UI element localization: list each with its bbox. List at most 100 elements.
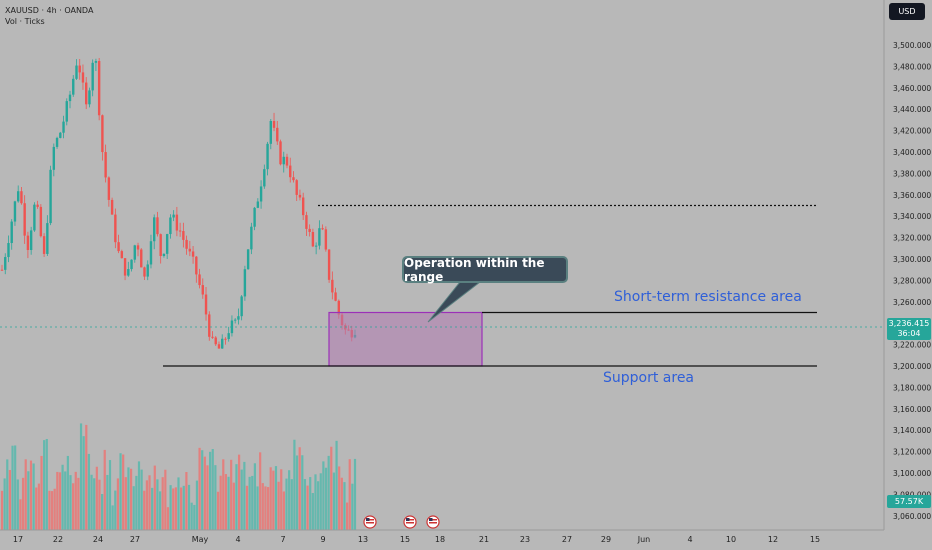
symbol-title[interactable]: XAUUSD · 4h · OANDA [5, 6, 94, 15]
candle-body [175, 214, 179, 231]
volume-bar [266, 487, 270, 530]
candle-body [311, 231, 315, 247]
volume-bar [235, 464, 238, 530]
volume-bar [290, 479, 293, 530]
volume-bar [0, 490, 4, 530]
candle-body [133, 245, 136, 260]
volume-bars [0, 423, 357, 530]
y-tick-label: 3,160.000 [893, 405, 931, 414]
volume-value-tag: 57.57K [887, 495, 931, 508]
x-tick-label: 7 [280, 535, 285, 544]
candle-body [298, 194, 302, 198]
volume-bar [127, 467, 130, 530]
candle-body [20, 191, 23, 204]
volume-bar [132, 486, 135, 530]
volume-bar [269, 467, 272, 530]
candle-body [172, 214, 175, 218]
candle-body [110, 199, 114, 215]
volume-bar [256, 486, 259, 530]
us-flag-event-icon[interactable] [426, 515, 440, 529]
candle-body [117, 242, 120, 252]
y-tick-label: 3,080.000 [893, 490, 931, 499]
candle-body [59, 132, 62, 138]
volume-bar [227, 476, 230, 530]
support-area-label[interactable]: Support area [603, 370, 695, 386]
candle-body [305, 215, 308, 229]
volume-bar [74, 471, 77, 530]
x-tick-label: Jun [637, 535, 651, 544]
volume-bar [253, 463, 256, 530]
volume-bar [53, 488, 56, 530]
x-tick-label: 12 [768, 535, 778, 544]
x-tick-label: 29 [601, 535, 611, 544]
volume-bar [198, 447, 201, 530]
x-tick-label: 27 [130, 535, 140, 544]
volume-bar [174, 487, 177, 530]
us-flag-event-icon[interactable] [403, 515, 417, 529]
candle-body [165, 234, 169, 254]
y-tick-label: 3,060.000 [893, 512, 931, 521]
volume-bar [6, 459, 9, 530]
us-flag-event-icon[interactable] [363, 515, 377, 529]
volume-bar [98, 479, 101, 530]
volume-bar [311, 493, 314, 530]
candle-body [62, 121, 65, 133]
candle-body [55, 137, 59, 147]
candle-body [237, 316, 240, 320]
volume-bar [332, 472, 336, 530]
volume-indicator-label[interactable]: Vol · Ticks [5, 17, 45, 26]
volume-bar [95, 466, 98, 530]
volume-bar [166, 507, 170, 530]
volume-bar [351, 483, 354, 530]
volume-bar [43, 440, 46, 530]
x-axis[interactable]: 17 22 24 27 May 4 7 9 13 15 18 21 23 27 29 Jun 4 10 12 15 [0, 529, 884, 544]
y-axis[interactable]: 3,500.000 3,480.000 3,460.000 3,440.000 3,42… [883, 0, 931, 530]
volume-bar [16, 479, 19, 530]
volume-bar [185, 472, 188, 530]
volume-bar [11, 445, 14, 530]
candle-body [246, 249, 250, 270]
volume-bar [58, 472, 62, 530]
y-tick-label: 3,380.000 [893, 169, 931, 178]
volume-bar [14, 445, 17, 530]
volume-bar [137, 461, 141, 530]
candle-body [217, 344, 221, 349]
y-tick-label: 3,340.000 [893, 212, 931, 221]
candle-body [295, 180, 298, 195]
candle-body [136, 245, 140, 250]
volume-bar [306, 485, 309, 530]
volume-bar [317, 481, 320, 530]
volume-bar [90, 474, 93, 530]
candle-body [130, 259, 133, 270]
candle-body [123, 258, 127, 276]
candle-body [285, 156, 289, 166]
volume-bar [108, 460, 112, 530]
currency-button[interactable]: USD [889, 3, 925, 20]
volume-bar [37, 483, 40, 530]
x-tick-label: 27 [562, 535, 572, 544]
candle-body [195, 256, 198, 275]
volume-bar [330, 446, 333, 530]
event-icons[interactable] [363, 515, 440, 529]
candle-body [169, 217, 172, 235]
y-tick-label: 3,500.000 [893, 41, 931, 50]
candle-body [201, 285, 204, 295]
volume-bar [264, 486, 267, 530]
volume-bar [195, 480, 199, 530]
volume-bar [345, 502, 349, 530]
volume-bar [203, 456, 206, 530]
candle-body [266, 143, 269, 170]
volume-bar [106, 474, 109, 530]
volume-bar [327, 455, 330, 530]
resistance-area-label[interactable]: Short-term resistance area [614, 289, 802, 305]
volume-bar [56, 471, 59, 530]
callout-operation-range[interactable]: Operation within the range [402, 256, 568, 284]
volume-bar [301, 455, 304, 530]
level-lines [0, 204, 884, 367]
candle-body [88, 90, 91, 105]
volume-bar [259, 452, 262, 530]
candle-body [127, 269, 130, 276]
candle-body [321, 228, 324, 230]
volume-bar [79, 423, 83, 530]
